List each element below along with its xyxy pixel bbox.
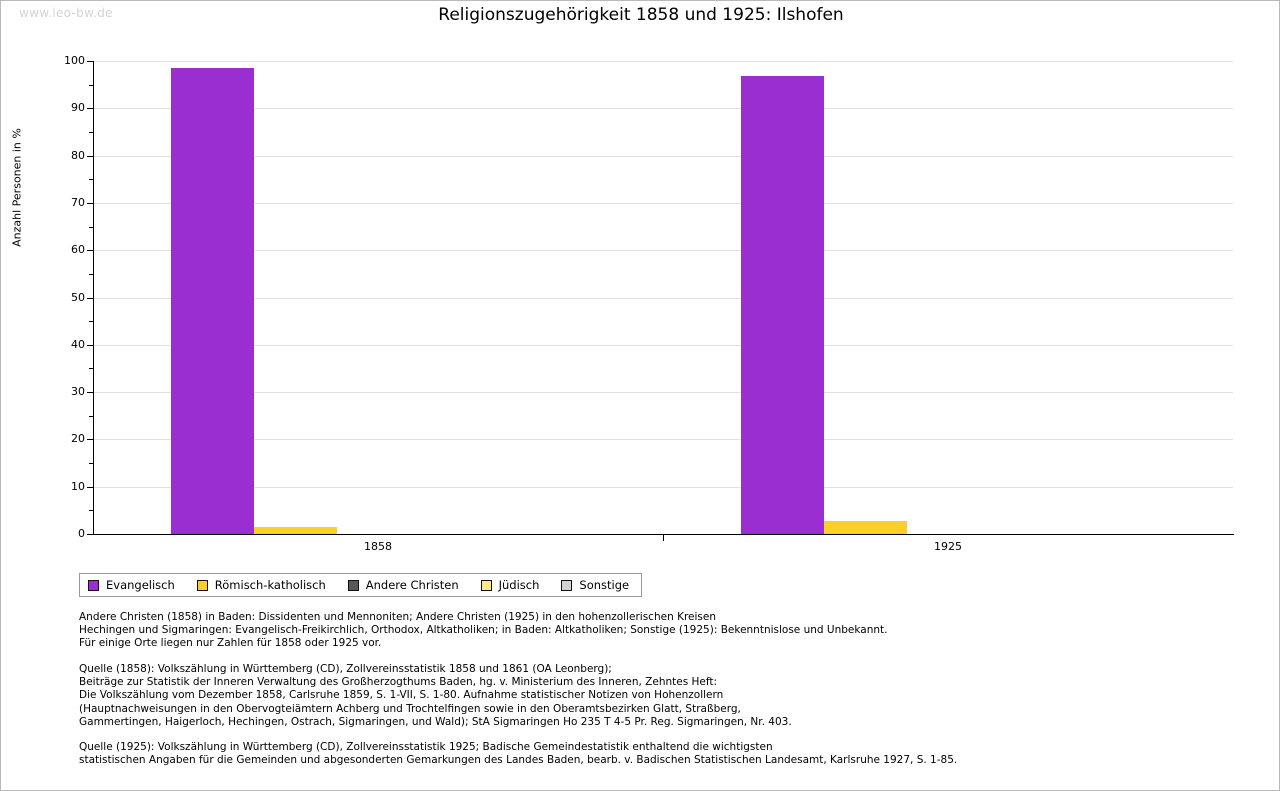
footnote-source-1858: Quelle (1858): Volkszählung in Württembe…	[79, 663, 792, 729]
bar-1925-evangelisch	[741, 76, 824, 534]
y-axis-line	[93, 61, 94, 535]
page-title: Religionszugehörigkeit 1858 und 1925: Il…	[438, 5, 844, 25]
bar-1858-evangelisch	[171, 68, 254, 534]
y-tick-label: 0	[78, 527, 85, 540]
legend-item-label: Sonstige	[579, 578, 630, 592]
y-tick-major	[87, 392, 93, 393]
y-tick-label: 20	[71, 432, 85, 446]
legend-item-label: Evangelisch	[106, 578, 175, 592]
y-tick-minor	[89, 227, 93, 228]
y-tick-major	[87, 439, 93, 440]
gridline	[93, 298, 1233, 299]
legend-swatch-icon	[88, 579, 99, 591]
legend-item-sonstige[interactable]: Sonstige	[561, 578, 629, 592]
legend-item-r-misch-katholisch[interactable]: Römisch-katholisch	[196, 578, 326, 592]
y-tick-minor	[89, 321, 93, 322]
gridline	[93, 203, 1233, 204]
y-tick-label: 80	[71, 148, 85, 162]
y-tick-major	[87, 534, 93, 535]
x-tick-label: 1858	[364, 540, 392, 553]
x-tick-label: 1925	[934, 540, 962, 553]
y-tick-major	[87, 298, 93, 299]
gridline	[93, 487, 1233, 488]
x-tick-separator	[663, 535, 664, 541]
footnote-definition-line: Andere Christen (1858) in Baden: Disside…	[79, 611, 716, 623]
gridline	[93, 250, 1233, 251]
legend-swatch-icon	[561, 579, 573, 591]
y-tick-major	[87, 156, 93, 157]
y-tick-minor	[89, 85, 93, 86]
y-tick-label: 40	[71, 337, 85, 351]
gridline	[93, 61, 1233, 62]
y-tick-major	[87, 487, 93, 488]
legend-item-label: Jüdisch	[498, 578, 540, 592]
y-tick-minor	[89, 132, 93, 133]
y-tick-minor	[89, 463, 93, 464]
y-tick-major	[87, 203, 93, 204]
gridline	[93, 439, 1233, 440]
footnote-definition-line: Hechingen und Sigmaringen: Evangelisch-F…	[79, 624, 888, 637]
gridline	[93, 345, 1233, 346]
legend-item-label: Andere Christen	[365, 578, 459, 592]
footnote-source-1925-line: statistischen Angaben für die Gemeinden …	[79, 754, 958, 767]
footnote-definitions: Andere Christen (1858) in Baden: Disside…	[79, 611, 887, 651]
footnote-source-1858-line: Beiträge zur Statistik der Inneren Verwa…	[79, 676, 718, 689]
y-tick-minor	[89, 368, 93, 369]
y-tick-major	[87, 250, 93, 251]
footnote-source-1858-line: Gammertingen, Haigerloch, Hechingen, Ost…	[79, 715, 792, 728]
legend-item-andere-christen[interactable]: Andere Christen	[347, 578, 459, 592]
gridline	[93, 392, 1233, 393]
bar-1925-r-misch-katholisch	[824, 521, 907, 534]
legend-item-j-disch[interactable]: Jüdisch	[480, 578, 540, 592]
y-tick-minor	[89, 179, 93, 180]
legend-swatch-icon	[480, 579, 492, 591]
footnote-source-1925-line: Quelle (1925): Volkszählung in Württembe…	[79, 741, 773, 753]
x-axis-line	[93, 534, 1234, 535]
y-tick-label: 30	[71, 385, 85, 399]
bar-1858-r-misch-katholisch	[254, 527, 337, 534]
y-axis-label: Anzahl Personen in %	[10, 128, 24, 247]
legend-swatch-icon	[196, 579, 208, 591]
footnote-source-1858-line: (Hauptnachweisungen in den Obervogteiämt…	[79, 702, 741, 715]
y-tick-label: 60	[71, 243, 85, 257]
legend-item-evangelisch[interactable]: Evangelisch	[88, 578, 175, 592]
footnote-source-1858-line: Die Volkszählung vom Dezember 1858, Carl…	[79, 689, 724, 702]
y-tick-label: 70	[71, 195, 85, 209]
y-tick-major	[87, 61, 93, 62]
y-tick-minor	[89, 510, 93, 511]
gridline	[93, 108, 1233, 109]
y-tick-label: 90	[71, 101, 85, 115]
y-tick-minor	[89, 416, 93, 417]
chart-legend: Evangelisch Römisch-katholisch Andere Chri…	[79, 573, 643, 597]
y-tick-major	[87, 345, 93, 346]
y-tick-label: 50	[71, 290, 85, 304]
y-tick-label: 10	[71, 479, 85, 493]
y-tick-major	[87, 108, 93, 109]
y-tick-label: 100	[64, 54, 85, 67]
footnote-source-1858-line: Quelle (1858): Volkszählung in Württembe…	[79, 663, 612, 675]
footnote-source-1925: Quelle (1925): Volkszählung in Württembe…	[79, 741, 957, 767]
footnote-definition-line: Für einige Orte liegen nur Zahlen für 18…	[79, 637, 382, 650]
y-tick-minor	[89, 274, 93, 275]
watermark: www.leo-bw.de	[19, 6, 113, 20]
legend-item-label: Römisch-katholisch	[214, 578, 326, 592]
plot-area	[93, 61, 1233, 534]
legend-swatch-icon	[347, 579, 359, 591]
gridline	[93, 156, 1233, 157]
